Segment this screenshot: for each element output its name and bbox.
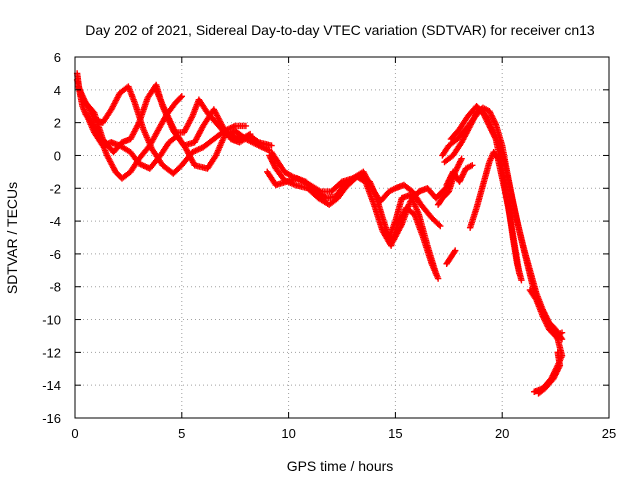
- data-point: [178, 93, 185, 100]
- series-track-k: [441, 104, 566, 395]
- x-tick-label: 25: [602, 426, 616, 441]
- y-tick-label: -6: [49, 247, 61, 262]
- grid: [75, 57, 609, 418]
- data-point: [268, 142, 275, 149]
- y-tick-label: -2: [49, 181, 61, 196]
- series-track-r: [535, 349, 564, 397]
- series-track-o: [466, 148, 525, 284]
- data-point-sample: [245, 131, 252, 139]
- y-tick-label: -10: [42, 313, 61, 328]
- series-track-h: [264, 168, 444, 230]
- data-point: [518, 276, 525, 284]
- data-point: [458, 155, 465, 162]
- series-track-i: [381, 181, 452, 244]
- data-point: [558, 329, 566, 336]
- series-track-e: [152, 86, 254, 143]
- data-point-sample: [451, 248, 458, 256]
- series-track-p: [443, 247, 459, 267]
- y-tick-label: 6: [54, 50, 61, 65]
- y-tick-label: 0: [54, 148, 61, 163]
- y-tick-label: 2: [54, 116, 61, 131]
- data-point-sample: [536, 389, 543, 396]
- y-tick-label: 4: [54, 83, 61, 98]
- x-tick-label: 5: [178, 426, 185, 441]
- y-tick-label: -8: [49, 280, 61, 295]
- x-tick-label: 0: [71, 426, 78, 441]
- data-point-sample: [493, 154, 501, 161]
- data-point: [452, 247, 459, 254]
- series-track-g: [266, 152, 442, 282]
- data-point: [469, 162, 476, 169]
- data-point: [242, 122, 250, 130]
- x-axis-label: GPS time / hours: [287, 458, 394, 474]
- data-point: [246, 130, 254, 138]
- x-tick-label: 20: [495, 426, 509, 441]
- x-tick-label: 10: [281, 426, 295, 441]
- data-point: [531, 388, 538, 395]
- y-axis-label: SDTVAR / TECUs: [4, 182, 20, 294]
- series-track-d: [82, 109, 273, 172]
- y-tick-label: -12: [42, 345, 61, 360]
- plot-frame: [74, 56, 610, 419]
- series-track-q: [526, 286, 566, 340]
- x-tick-label: 15: [388, 426, 402, 441]
- data-points: [73, 70, 566, 397]
- y-tick-label: -14: [42, 378, 61, 393]
- y-tick-label: -16: [42, 411, 61, 426]
- chart-title: Day 202 of 2021, Sidereal Day-to-day VTE…: [85, 22, 595, 38]
- data-point: [535, 390, 542, 397]
- data-point-sample: [435, 221, 443, 229]
- data-point-sample: [177, 94, 184, 101]
- data-point: [437, 222, 444, 230]
- series-track-n: [434, 155, 465, 208]
- data-point: [434, 275, 442, 282]
- y-tick-label: -4: [49, 214, 61, 229]
